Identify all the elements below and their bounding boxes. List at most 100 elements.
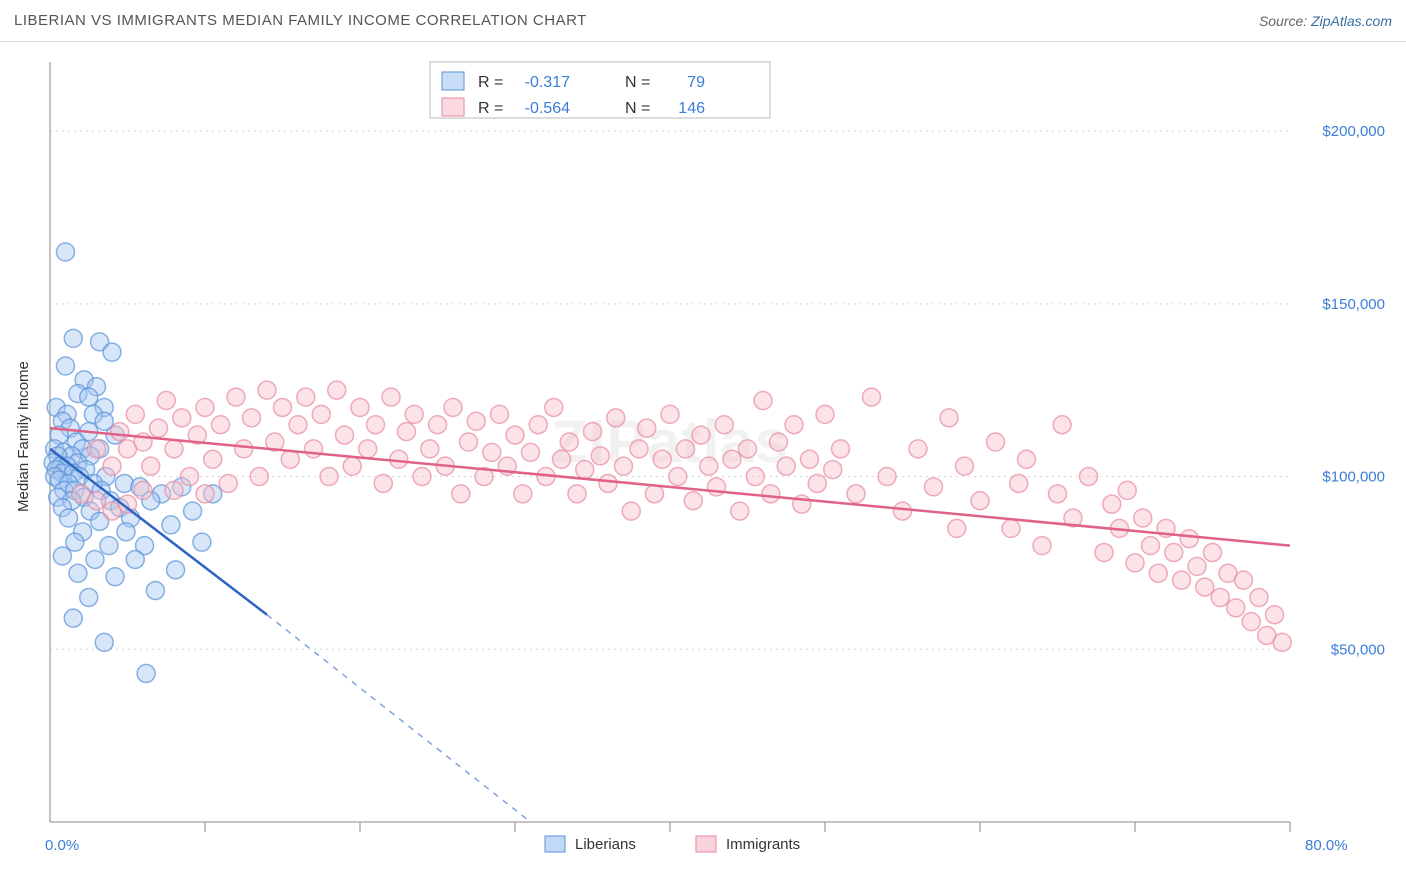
data-point <box>444 398 462 416</box>
data-point <box>64 609 82 627</box>
data-point <box>258 381 276 399</box>
data-point <box>103 457 121 475</box>
data-point <box>467 412 485 430</box>
data-point <box>591 447 609 465</box>
y-tick-label: $150,000 <box>1322 296 1385 313</box>
data-point <box>746 468 764 486</box>
data-point <box>212 416 230 434</box>
data-point <box>522 443 540 461</box>
data-point <box>638 419 656 437</box>
data-point <box>398 423 416 441</box>
data-point <box>607 409 625 427</box>
data-point <box>193 533 211 551</box>
y-tick-label: $50,000 <box>1331 641 1385 658</box>
data-point <box>529 416 547 434</box>
data-point <box>86 550 104 568</box>
data-point <box>95 633 113 651</box>
data-point <box>250 468 268 486</box>
data-point <box>343 457 361 475</box>
data-point <box>103 343 121 361</box>
data-point <box>1018 450 1036 468</box>
data-point <box>157 392 175 410</box>
legend-swatch <box>545 836 565 852</box>
data-point <box>808 474 826 492</box>
data-point <box>336 426 354 444</box>
data-point <box>514 485 532 503</box>
data-point <box>956 457 974 475</box>
data-point <box>506 426 524 444</box>
data-point <box>312 405 330 423</box>
data-point <box>1142 537 1160 555</box>
data-point <box>390 450 408 468</box>
data-point <box>1227 599 1245 617</box>
data-point <box>677 440 695 458</box>
data-point <box>289 416 307 434</box>
data-point <box>1080 468 1098 486</box>
data-point <box>382 388 400 406</box>
data-point <box>847 485 865 503</box>
data-point <box>181 468 199 486</box>
data-point <box>785 416 803 434</box>
chart-title: LIBERIAN VS IMMIGRANTS MEDIAN FAMILY INC… <box>14 12 587 29</box>
data-point <box>576 461 594 479</box>
data-point <box>700 457 718 475</box>
data-point <box>184 502 202 520</box>
chart-area: $50,000$100,000$150,000$200,0000.0%80.0%… <box>0 42 1406 892</box>
data-point <box>57 243 75 261</box>
data-point <box>483 443 501 461</box>
data-point <box>1273 633 1291 651</box>
data-point <box>305 440 323 458</box>
data-point <box>142 457 160 475</box>
trend-line-extrapolated <box>267 615 531 822</box>
y-tick-label: $100,000 <box>1322 469 1385 486</box>
data-point <box>1173 571 1191 589</box>
legend-swatch <box>696 836 716 852</box>
data-point <box>204 450 222 468</box>
data-point <box>429 416 447 434</box>
data-point <box>754 392 772 410</box>
data-point <box>661 405 679 423</box>
data-point <box>708 478 726 496</box>
source-link[interactable]: ZipAtlas.com <box>1311 13 1392 29</box>
data-point <box>692 426 710 444</box>
data-point <box>405 405 423 423</box>
data-point <box>1053 416 1071 434</box>
data-point <box>1204 544 1222 562</box>
data-point <box>1033 537 1051 555</box>
data-point <box>165 440 183 458</box>
data-point <box>88 440 106 458</box>
data-point <box>243 409 261 427</box>
data-point <box>165 481 183 499</box>
data-point <box>126 550 144 568</box>
legend-n-label: N = <box>625 74 650 91</box>
legend-n-value: 146 <box>678 100 705 117</box>
data-point <box>824 461 842 479</box>
data-point <box>1010 474 1028 492</box>
data-point <box>1149 564 1167 582</box>
data-point <box>832 440 850 458</box>
data-point <box>57 357 75 375</box>
data-point <box>630 440 648 458</box>
data-point <box>227 388 245 406</box>
data-point <box>948 519 966 537</box>
data-point <box>452 485 470 503</box>
data-point <box>351 398 369 416</box>
data-point <box>568 485 586 503</box>
data-point <box>106 568 124 586</box>
data-point <box>274 398 292 416</box>
data-point <box>1049 485 1067 503</box>
data-point <box>731 502 749 520</box>
data-point <box>219 474 237 492</box>
data-point <box>1235 571 1253 589</box>
data-point <box>1180 530 1198 548</box>
legend-r-value: -0.564 <box>525 100 570 117</box>
data-point <box>925 478 943 496</box>
data-point <box>723 450 741 468</box>
data-point <box>235 440 253 458</box>
data-point <box>162 516 180 534</box>
data-point <box>1095 544 1113 562</box>
data-point <box>553 450 571 468</box>
data-point <box>777 457 795 475</box>
data-point <box>491 405 509 423</box>
data-point <box>374 474 392 492</box>
